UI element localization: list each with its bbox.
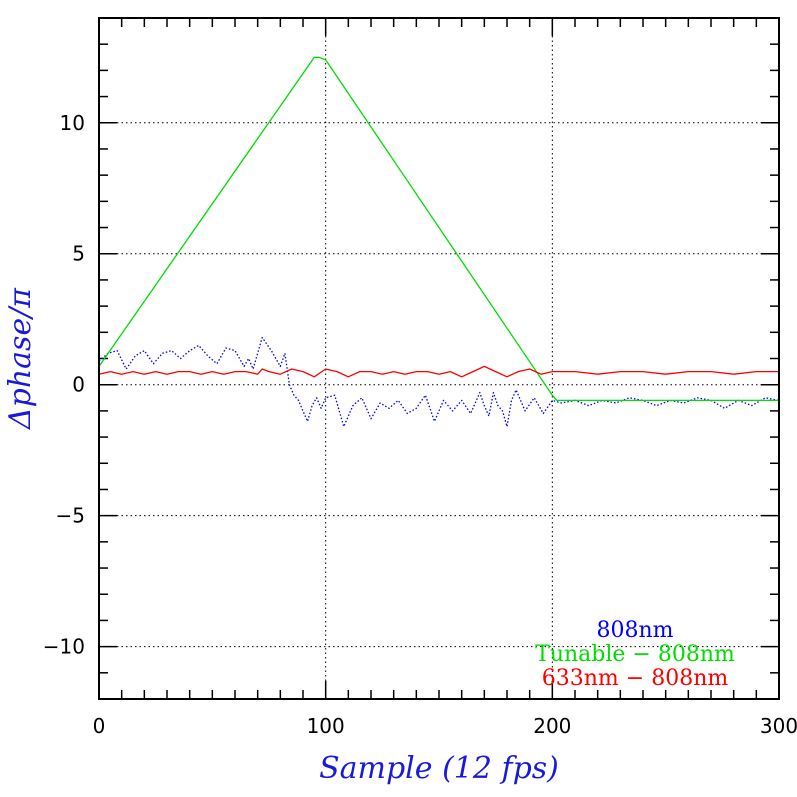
x-tick-label: 0 — [93, 714, 106, 738]
y-tick-label: 10 — [60, 111, 85, 135]
legend-entry-1: Tunable − 808nm — [535, 642, 735, 667]
x-tick-label: 100 — [307, 714, 345, 738]
y-tick-label: −5 — [56, 504, 85, 528]
legend-entry-0: 808nm — [596, 618, 673, 643]
grid-lines — [99, 18, 779, 699]
series-line-1 — [98, 56, 779, 402]
x-tick-label: 300 — [760, 714, 797, 738]
axis-ticks — [98, 17, 780, 700]
x-axis-title: Sample (12 fps) — [319, 751, 559, 786]
y-axis-title: Δphase/π — [3, 287, 38, 430]
series-line-2 — [98, 365, 779, 378]
tick-labels: 0 100 200 300 −10 −5 0 5 10 — [43, 111, 797, 738]
y-tick-label: −10 — [43, 635, 85, 659]
y-tick-label: 5 — [72, 242, 85, 266]
legend-entry-2: 633nm − 808nm — [542, 666, 729, 691]
y-tick-label: 0 — [72, 373, 85, 397]
series-line-0 — [98, 336, 780, 428]
x-tick-label: 200 — [533, 714, 571, 738]
plot-frame — [98, 17, 780, 700]
data-series — [98, 56, 780, 428]
